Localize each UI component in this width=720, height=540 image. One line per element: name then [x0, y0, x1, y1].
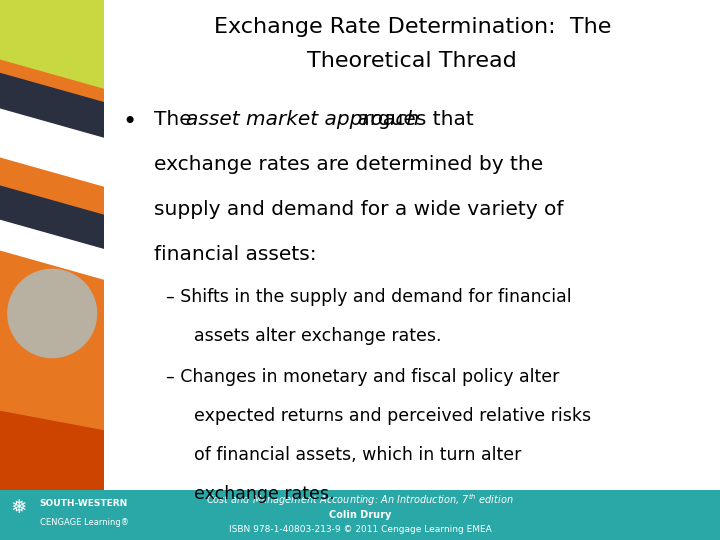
Polygon shape: [0, 0, 104, 88]
Polygon shape: [0, 108, 104, 186]
Text: Exchange Rate Determination:  The: Exchange Rate Determination: The: [214, 17, 611, 37]
Text: CENGAGE Learning®: CENGAGE Learning®: [40, 518, 129, 527]
Polygon shape: [0, 411, 104, 490]
Text: expected returns and perceived relative risks: expected returns and perceived relative …: [194, 407, 591, 425]
Text: asset market approach: asset market approach: [186, 110, 419, 129]
Text: exchange rates.: exchange rates.: [194, 484, 334, 503]
Text: SOUTH-WESTERN: SOUTH-WESTERN: [40, 500, 128, 508]
Text: Colin Drury: Colin Drury: [329, 510, 391, 520]
Text: assets alter exchange rates.: assets alter exchange rates.: [194, 327, 441, 345]
Text: argues that: argues that: [351, 110, 473, 129]
Text: – Shifts in the supply and demand for financial: – Shifts in the supply and demand for fi…: [166, 288, 572, 306]
Text: •: •: [123, 110, 137, 134]
Text: – Changes in monetary and fiscal policy alter: – Changes in monetary and fiscal policy …: [166, 368, 559, 387]
Polygon shape: [0, 39, 104, 441]
Text: ISBN 978-1-40803-213-9 © 2011 Cengage Learning EMEA: ISBN 978-1-40803-213-9 © 2011 Cengage Le…: [229, 525, 491, 535]
Text: of financial assets, which in turn alter: of financial assets, which in turn alter: [194, 446, 521, 464]
Text: exchange rates are determined by the: exchange rates are determined by the: [153, 156, 543, 174]
Text: supply and demand for a wide variety of: supply and demand for a wide variety of: [153, 200, 563, 219]
Polygon shape: [0, 73, 104, 137]
Ellipse shape: [8, 269, 96, 357]
Text: Cost and Management Accounting: An Introduction, 7$^{th}$ edition: Cost and Management Accounting: An Intro…: [206, 492, 514, 508]
Polygon shape: [0, 186, 104, 250]
Text: The: The: [153, 110, 198, 129]
Text: Theoretical Thread: Theoretical Thread: [307, 51, 517, 71]
Text: ❅: ❅: [11, 498, 27, 517]
Polygon shape: [0, 220, 104, 279]
Text: financial assets:: financial assets:: [153, 245, 316, 265]
